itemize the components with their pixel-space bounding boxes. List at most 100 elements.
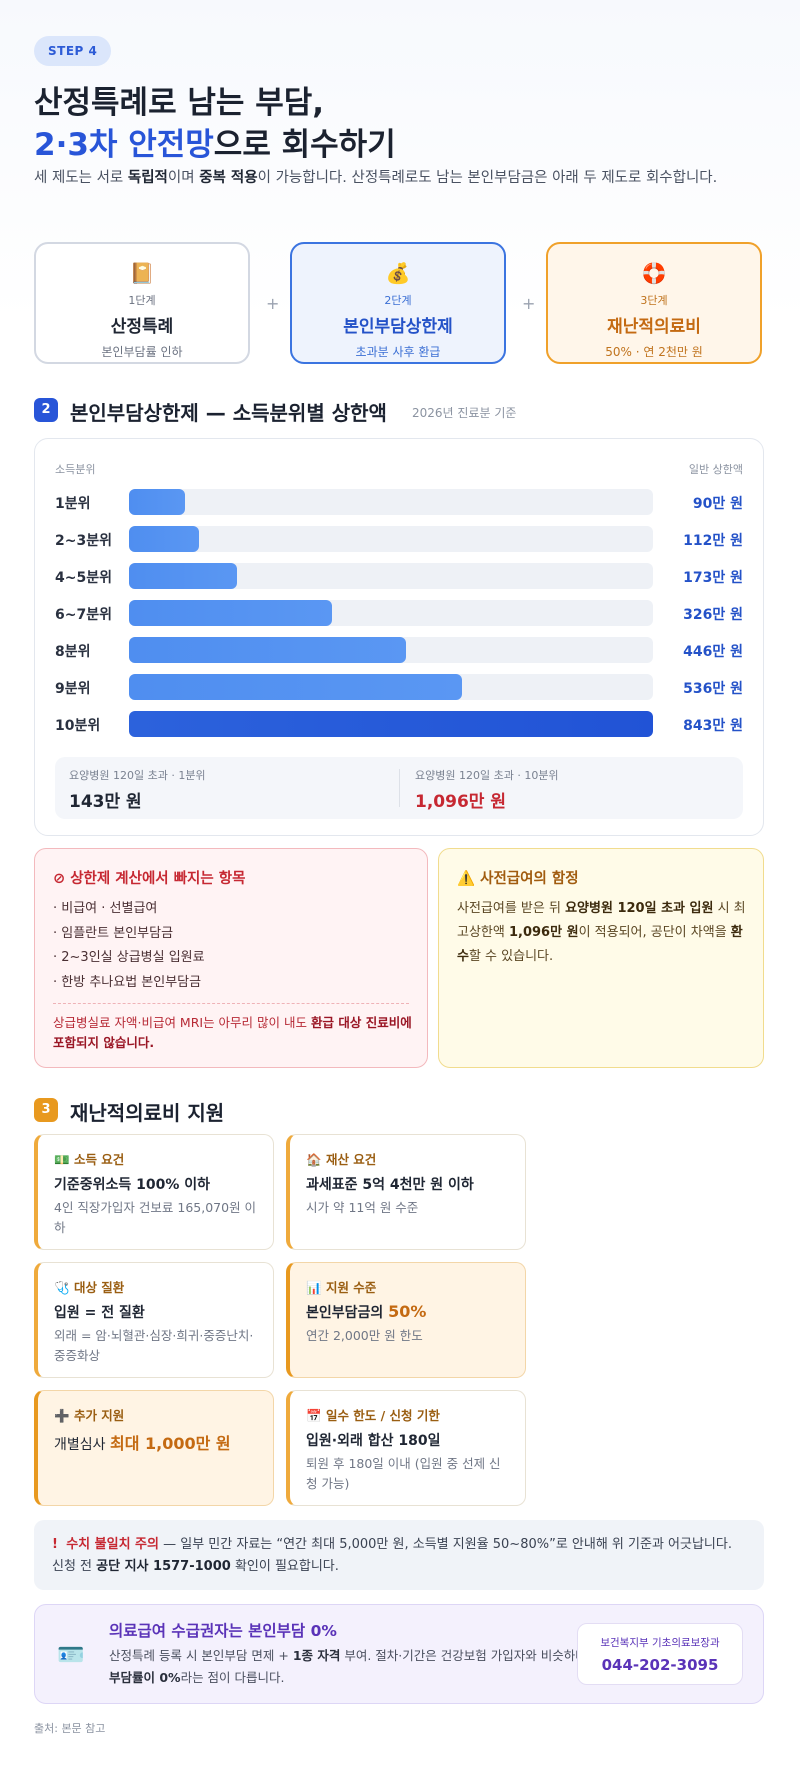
support-card-income: 💵 소득 요건 기준중위소득 100% 이하 4인 직장가입자 건보료 165,… [34,1134,274,1250]
stage-name: 산정특례 [110,317,174,337]
stage-sub: 초과분 사후 환급 [355,345,441,359]
cap-chart-card: 소득분위 일반 상한액 1분위 90만 원 2~3분위 112만 원 4~5분위 173만… [34,438,764,836]
contact-box: 보건복지부 기초의료보장과 044-202-3095 [577,1623,743,1685]
chart-col-right: 일반 상한액 [688,463,743,476]
support-sub: 외래 = 암·뇌혈관·심장·희귀·중증난치·중증화상 [54,1328,254,1363]
bar-track [129,674,653,700]
bar [129,489,185,515]
source-note: 출처: 본문 참고 [34,1722,106,1735]
support-card-asset: 🏠 재산 요건 과세표준 5억 4천만 원 이하 시가 약 11억 원 수준 [286,1134,526,1250]
section-number: 3 [34,1098,58,1122]
chart-col-left: 소득분위 [55,463,96,476]
medical-aid-box: 🪪 의료급여 수급권자는 본인부담 0% 산정특례 등록 시 본인부담 면제 +… [34,1604,764,1704]
title-line2-rest: 으로 회수하기 [213,127,396,163]
house-icon: 🏠 [306,1152,322,1167]
bar [129,711,653,737]
support-sub: 연간 2,000만 원 한도 [306,1328,423,1343]
trap-title: ⚠️ 사전급여의 함정 [457,871,579,887]
title-line1: 산정특례로 남는 부담, [34,85,325,121]
support-card-days: 📅 일수 한도 / 신청 기한 입원·외래 합산 180일 퇴원 후 180일 … [286,1390,526,1506]
bar-value-label: 173만 원 [683,570,743,586]
warning-icon: ⚠️ [457,871,476,887]
bar-value-label: 446만 원 [683,644,743,660]
bar-category-label: 8분위 [55,644,91,660]
money-icon: 💵 [54,1152,70,1167]
bar-value-label: 90만 원 [692,496,743,512]
stage-level: 2단계 [384,294,412,307]
support-main: 기준중위소득 100% 이하 [54,1177,211,1193]
section-title: 본인부담상한제 — 소득분위별 상한액 [70,401,387,425]
nursing-label: 요양병원 120일 초과 · 1분위 [69,769,206,782]
bar [129,526,199,552]
notebook-icon: 📔 [129,261,155,285]
bar-track [129,600,653,626]
nursing-value: 143만 원 [69,792,142,812]
exclusions-list: · 비급여 · 선별급여 · 임플란트 본인부담금 · 2~3인실 상급병실 입… [53,897,205,995]
lifebuoy-icon: 🛟 [641,261,667,285]
page-title: 산정특례로 남는 부담, 2·3차 안전망으로 회수하기 [34,82,396,166]
step-badge: STEP 4 [34,36,112,66]
plus-sign: + [266,294,280,313]
mismatch-notice: ! 수치 불일치 주의 — 일부 민간 자료는 “연간 최대 5,000만 원,… [34,1520,764,1590]
plus-sign: + [522,294,536,313]
calendar-icon: 📅 [306,1408,322,1423]
bar-category-label: 9분위 [55,681,91,697]
support-main: 과세표준 5억 4천만 원 이하 [306,1177,474,1193]
stage-level: 3단계 [640,294,668,307]
contact-label: 보건복지부 기초의료보장과 [600,1637,720,1649]
stage-sub: 본인부담률 인하 [101,345,183,359]
prohibited-icon: ⊘ [53,871,66,887]
divider [399,769,400,807]
section-number: 2 [34,398,58,422]
exclusions-box: ⊘ 상한제 계산에서 빠지는 항목 · 비급여 · 선별급여 · 임플란트 본인… [34,848,428,1068]
bar [129,600,332,626]
support-main: 입원·외래 합산 180일 [306,1433,441,1449]
bar-category-label: 6~7분위 [55,607,112,623]
medical-aid-title: 의료급여 수급권자는 본인부담 0% [109,1622,337,1640]
exclusions-title: ⊘ 상한제 계산에서 빠지는 항목 [53,871,246,887]
stage-level: 1단계 [128,294,156,307]
id-card-icon: 🪪 [57,1643,85,1668]
stage-name: 본인부담상한제 [343,317,453,337]
support-main: 입원 = 전 질환 [54,1305,145,1321]
alert-icon: ! [52,1537,58,1552]
section-title: 재난적의료비 지원 [70,1101,225,1125]
bar-category-label: 4~5분위 [55,570,112,586]
chart-icon: 📊 [306,1280,322,1295]
stage-card-1: 📔 1단계 산정특례 본인부담률 인하 [34,242,250,364]
support-card-disease: 🩺 대상 질환 입원 = 전 질환 외래 = 암·뇌혈관·심장·희귀·중증난치·… [34,1262,274,1378]
bar-value-label: 326만 원 [683,607,743,623]
bar [129,674,462,700]
list-item: · 2~3인실 상급병실 입원료 [53,950,205,965]
nursing-hospital-box: 요양병원 120일 초과 · 1분위 143만 원 요양병원 120일 초과 ·… [55,757,743,819]
bar-track [129,563,653,589]
support-main: 본인부담금의 50% [306,1302,427,1321]
support-main: 개별심사 최대 1,000만 원 [54,1434,231,1453]
list-item: · 임플란트 본인부담금 [53,925,174,941]
nursing-item-2: 요양병원 120일 초과 · 10분위 1,096만 원 [415,757,559,819]
plus-icon: ➕ [54,1408,70,1423]
trap-box: ⚠️ 사전급여의 함정 사전급여를 받은 뒤 요양병원 120일 초과 입원 시… [438,848,764,1068]
bar-track [129,637,653,663]
contact-number[interactable]: 044-202-3095 [601,1656,719,1674]
support-card-level: 📊 지원 수준 본인부담금의 50% 연간 2,000만 원 한도 [286,1262,526,1378]
bar-track [129,711,653,737]
list-item: · 비급여 · 선별급여 [53,901,158,916]
bar-track [129,526,653,552]
money-bag-icon: 💰 [385,261,411,285]
support-sub: 퇴원 후 180일 이내 (입원 중 선제 신청 가능) [306,1456,501,1491]
list-item: · 한방 추나요법 본인부담금 [53,974,202,990]
section-note: 2026년 진료분 기준 [412,406,517,420]
title-highlight: 2·3차 안전망 [34,127,214,163]
nursing-item-1: 요양병원 120일 초과 · 1분위 143만 원 [69,757,206,819]
stage-name: 재난적의료비 [607,317,701,337]
support-sub: 4인 직장가입자 건보료 165,070원 이하 [54,1200,257,1235]
nursing-label: 요양병원 120일 초과 · 10분위 [415,769,559,782]
stage-card-3: 🛟 3단계 재난적의료비 50% · 연 2천만 원 [546,242,762,364]
bar-value-label: 536만 원 [683,681,743,697]
trap-body: 사전급여를 받은 뒤 요양병원 120일 초과 입원 시 최고상한액 1,096… [457,901,746,964]
stage-sub: 50% · 연 2천만 원 [605,345,703,359]
bar-value-label: 843만 원 [683,718,743,734]
intro-text: 세 제도는 서로 독립적이며 중복 적용이 가능합니다. 산정특례로도 남는 본… [34,170,718,186]
